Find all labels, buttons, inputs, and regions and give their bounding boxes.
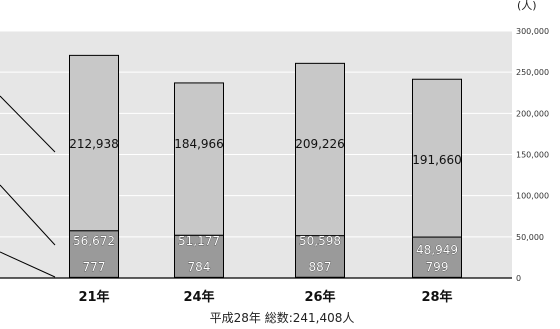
data-label: 799 bbox=[426, 260, 449, 274]
data-label: 191,660 bbox=[412, 153, 462, 167]
y-tick-label: 150,000 bbox=[516, 151, 549, 160]
y-tick-label: 300,000 bbox=[516, 27, 549, 36]
callout-line-middle bbox=[0, 184, 56, 246]
bar-segment bbox=[69, 54, 119, 232]
bar-segment bbox=[295, 62, 345, 237]
data-label: 184,966 bbox=[174, 137, 224, 151]
data-label: 784 bbox=[188, 260, 211, 274]
x-category-label: 21年 bbox=[78, 289, 109, 305]
bar-segment bbox=[295, 235, 345, 278]
bars: 777 56,672 212,938 784 51,177 184,966 887 50,59… bbox=[69, 54, 462, 279]
data-label: 50,598 bbox=[299, 234, 341, 248]
chart-caption: 平成28年 総数:241,408人 bbox=[210, 310, 355, 325]
y-tick-label: 200,000 bbox=[516, 109, 549, 118]
callout-lines bbox=[0, 95, 56, 278]
callout-line-bottom bbox=[0, 251, 56, 278]
bar-segment bbox=[412, 236, 462, 278]
data-label: 887 bbox=[309, 260, 332, 274]
x-category-label: 28年 bbox=[421, 289, 452, 305]
bar-segment bbox=[69, 230, 119, 278]
bar-segment bbox=[412, 78, 462, 238]
y-tick-label: 100,000 bbox=[516, 192, 549, 201]
y-tick-label: 0 bbox=[516, 274, 521, 283]
y-tick-label: 250,000 bbox=[516, 68, 549, 77]
x-axis-categories: 21年 24年 26年 28年 bbox=[78, 289, 452, 305]
data-label: 777 bbox=[83, 260, 106, 274]
y-tick-label: 50,000 bbox=[516, 233, 544, 242]
bar-segment bbox=[174, 82, 224, 236]
y-axis-ticks: 0 50,000 100,000 150,000 200,000 250,000 300,0… bbox=[516, 27, 549, 283]
callout-line-top bbox=[0, 95, 56, 153]
bar-segment bbox=[174, 234, 224, 278]
data-label: 51,177 bbox=[178, 234, 220, 248]
data-label: 212,938 bbox=[69, 137, 119, 151]
data-label: 56,672 bbox=[73, 234, 115, 248]
data-label: 48,949 bbox=[416, 243, 458, 257]
x-category-label: 26年 bbox=[304, 289, 335, 305]
unit-label: (人) bbox=[517, 0, 537, 12]
data-label: 209,226 bbox=[295, 137, 345, 151]
x-category-label: 24年 bbox=[183, 289, 214, 305]
